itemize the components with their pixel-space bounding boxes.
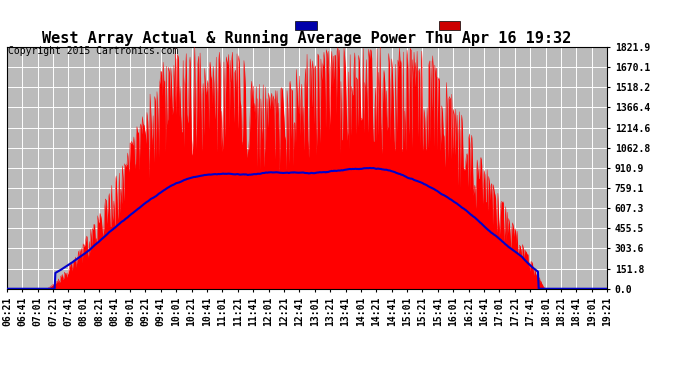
Legend: Average  (DC Watts), West Array  (DC Watts): Average (DC Watts), West Array (DC Watts… (293, 19, 600, 33)
Title: West Array Actual & Running Average Power Thu Apr 16 19:32: West Array Actual & Running Average Powe… (42, 30, 572, 46)
Text: Copyright 2015 Cartronics.com: Copyright 2015 Cartronics.com (8, 46, 179, 56)
